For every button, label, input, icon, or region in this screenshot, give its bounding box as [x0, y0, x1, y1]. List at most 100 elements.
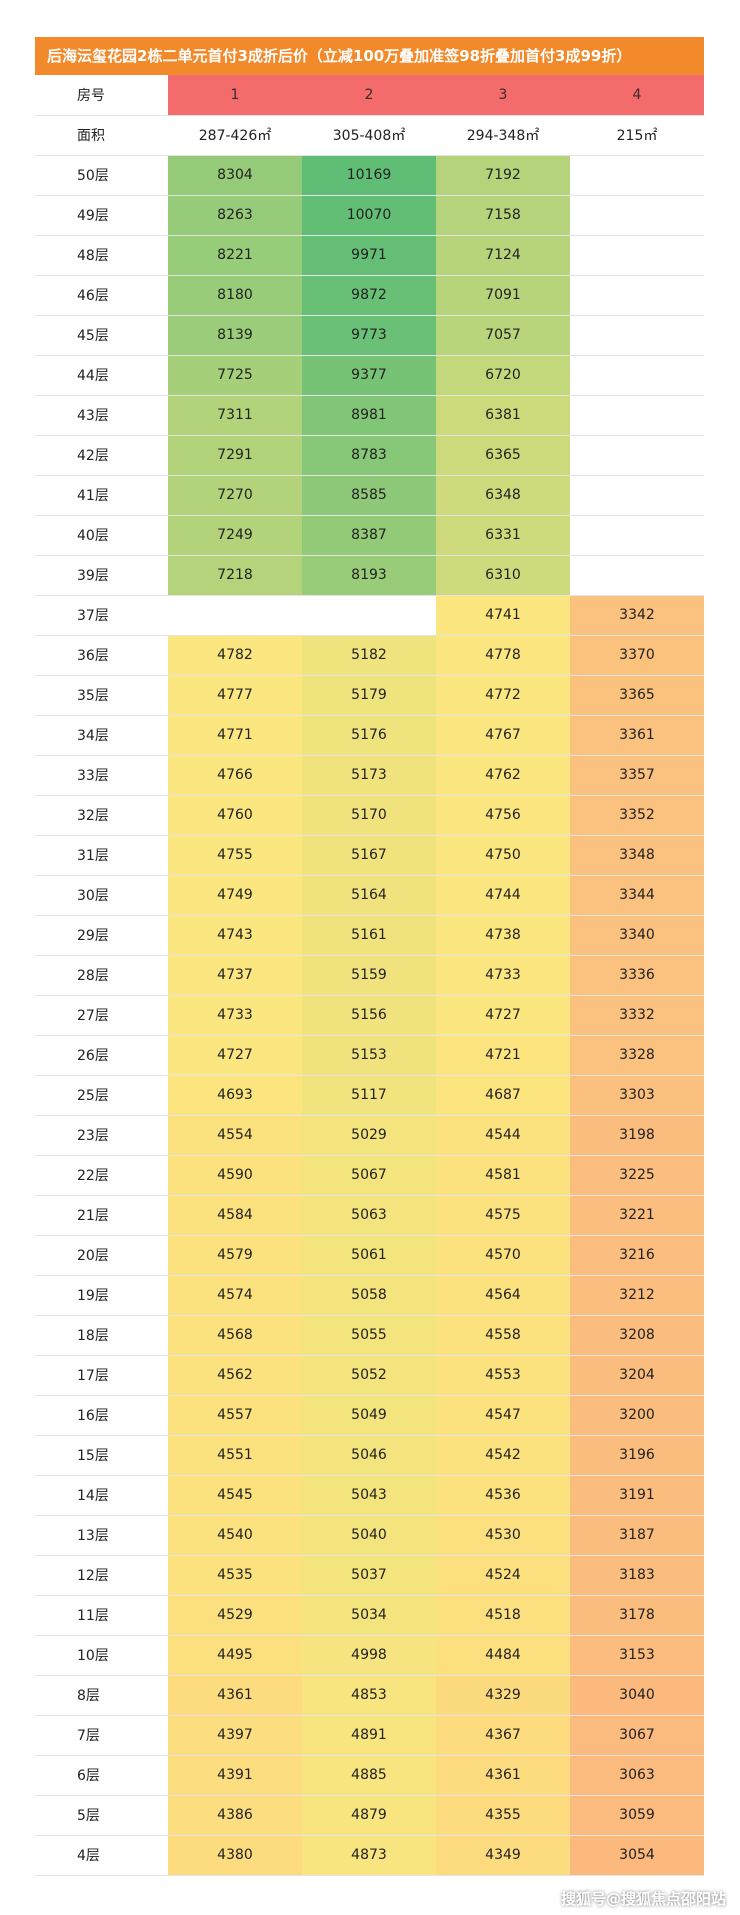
floor-row: 17层 4562 5052 4553 3204 — [35, 1355, 704, 1396]
price-cell — [570, 195, 704, 236]
price-cell: 4397 — [168, 1715, 302, 1756]
floor-row: 43层 7311 8981 6381 — [35, 395, 704, 436]
price-cell: 4693 — [168, 1075, 302, 1116]
price-cell: 4879 — [302, 1795, 436, 1836]
price-cell: 5043 — [302, 1475, 436, 1516]
price-cell: 8981 — [302, 395, 436, 436]
price-cell — [570, 395, 704, 436]
floor-label: 15层 — [35, 1435, 168, 1476]
floor-label: 42层 — [35, 435, 168, 476]
floor-label: 34层 — [35, 715, 168, 756]
area-cell: 215㎡ — [570, 115, 704, 156]
floor-row: 42层 7291 8783 6365 — [35, 435, 704, 476]
floor-row: 10层 4495 4998 4484 3153 — [35, 1635, 704, 1676]
floor-row: 35层 4777 5179 4772 3365 — [35, 675, 704, 716]
price-cell: 5034 — [302, 1595, 436, 1636]
price-cell: 3067 — [570, 1715, 704, 1756]
price-cell: 4687 — [436, 1075, 570, 1116]
floor-row: 20层 4579 5061 4570 3216 — [35, 1235, 704, 1276]
floor-row: 7层 4397 4891 4367 3067 — [35, 1715, 704, 1756]
price-cell: 5170 — [302, 795, 436, 836]
area-cell: 294-348㎡ — [436, 115, 570, 156]
price-cell: 4554 — [168, 1115, 302, 1156]
price-cell: 3183 — [570, 1555, 704, 1596]
floor-row: 30层 4749 5164 4744 3344 — [35, 875, 704, 916]
price-cell: 4547 — [436, 1395, 570, 1436]
floor-label: 5层 — [35, 1795, 168, 1836]
price-cell: 3303 — [570, 1075, 704, 1116]
floor-row: 48层 8221 9971 7124 — [35, 235, 704, 276]
price-cell: 4782 — [168, 635, 302, 676]
price-cell: 3361 — [570, 715, 704, 756]
price-cell: 5061 — [302, 1235, 436, 1276]
price-cell: 8221 — [168, 235, 302, 276]
price-cell: 4727 — [436, 995, 570, 1036]
floor-label: 41层 — [35, 475, 168, 516]
floor-label: 7层 — [35, 1715, 168, 1756]
floor-label: 31层 — [35, 835, 168, 876]
floor-row: 41层 7270 8585 6348 — [35, 475, 704, 516]
floor-row: 14层 4545 5043 4536 3191 — [35, 1475, 704, 1516]
price-cell: 6331 — [436, 515, 570, 556]
floor-label: 4层 — [35, 1835, 168, 1876]
price-cell: 7192 — [436, 155, 570, 196]
price-cell: 3342 — [570, 595, 704, 636]
price-cell: 7158 — [436, 195, 570, 236]
floor-label: 18层 — [35, 1315, 168, 1356]
price-cell: 4579 — [168, 1235, 302, 1276]
price-cell: 5052 — [302, 1355, 436, 1396]
price-cell: 3352 — [570, 795, 704, 836]
floor-label: 17层 — [35, 1355, 168, 1396]
price-cell: 3332 — [570, 995, 704, 1036]
price-cell: 4557 — [168, 1395, 302, 1436]
price-cell — [570, 355, 704, 396]
header-label: 房号 — [35, 75, 168, 116]
floor-label: 10层 — [35, 1635, 168, 1676]
price-cell — [570, 515, 704, 556]
price-cell: 3196 — [570, 1435, 704, 1476]
price-cell: 5179 — [302, 675, 436, 716]
floor-row: 12层 4535 5037 4524 3183 — [35, 1555, 704, 1596]
floor-row: 27层 4733 5156 4727 3332 — [35, 995, 704, 1036]
area-row: 面积 287-426㎡ 305-408㎡ 294-348㎡ 215㎡ — [35, 115, 704, 156]
floor-row: 5层 4386 4879 4355 3059 — [35, 1795, 704, 1836]
price-cell: 3198 — [570, 1115, 704, 1156]
header-row: 房号 1 2 3 4 — [35, 75, 704, 116]
price-cell: 4749 — [168, 875, 302, 916]
price-cell: 7249 — [168, 515, 302, 556]
price-cell: 7057 — [436, 315, 570, 356]
price-cell: 7124 — [436, 235, 570, 276]
price-cell: 4495 — [168, 1635, 302, 1676]
floor-label: 46层 — [35, 275, 168, 316]
floor-row: 31层 4755 5167 4750 3348 — [35, 835, 704, 876]
price-cell — [570, 555, 704, 596]
floor-label: 49层 — [35, 195, 168, 236]
price-cell: 3328 — [570, 1035, 704, 1076]
unit-header: 4 — [570, 75, 704, 116]
floor-row: 33层 4766 5173 4762 3357 — [35, 755, 704, 796]
price-cell: 4744 — [436, 875, 570, 916]
floor-row: 44层 7725 9377 6720 — [35, 355, 704, 396]
floor-label: 22层 — [35, 1155, 168, 1196]
floor-row: 21层 4584 5063 4575 3221 — [35, 1195, 704, 1236]
price-cell: 3336 — [570, 955, 704, 996]
price-cell: 3357 — [570, 755, 704, 796]
price-cell: 5055 — [302, 1315, 436, 1356]
price-table: 房号 1 2 3 4 面积 287-426㎡ 305-408㎡ 294-348㎡… — [35, 75, 704, 1876]
price-cell: 3054 — [570, 1835, 704, 1876]
price-cell: 4540 — [168, 1515, 302, 1556]
price-cell: 4762 — [436, 755, 570, 796]
price-cell: 8304 — [168, 155, 302, 196]
price-cell: 3200 — [570, 1395, 704, 1436]
floor-label: 13层 — [35, 1515, 168, 1556]
price-cell: 7291 — [168, 435, 302, 476]
floor-row: 22层 4590 5067 4581 3225 — [35, 1155, 704, 1196]
price-cell — [570, 435, 704, 476]
floor-label: 8层 — [35, 1675, 168, 1716]
floor-row: 11层 4529 5034 4518 3178 — [35, 1595, 704, 1636]
price-cell: 3178 — [570, 1595, 704, 1636]
price-cell: 4349 — [436, 1835, 570, 1876]
price-cell: 6720 — [436, 355, 570, 396]
price-cell: 8180 — [168, 275, 302, 316]
price-cell: 3221 — [570, 1195, 704, 1236]
